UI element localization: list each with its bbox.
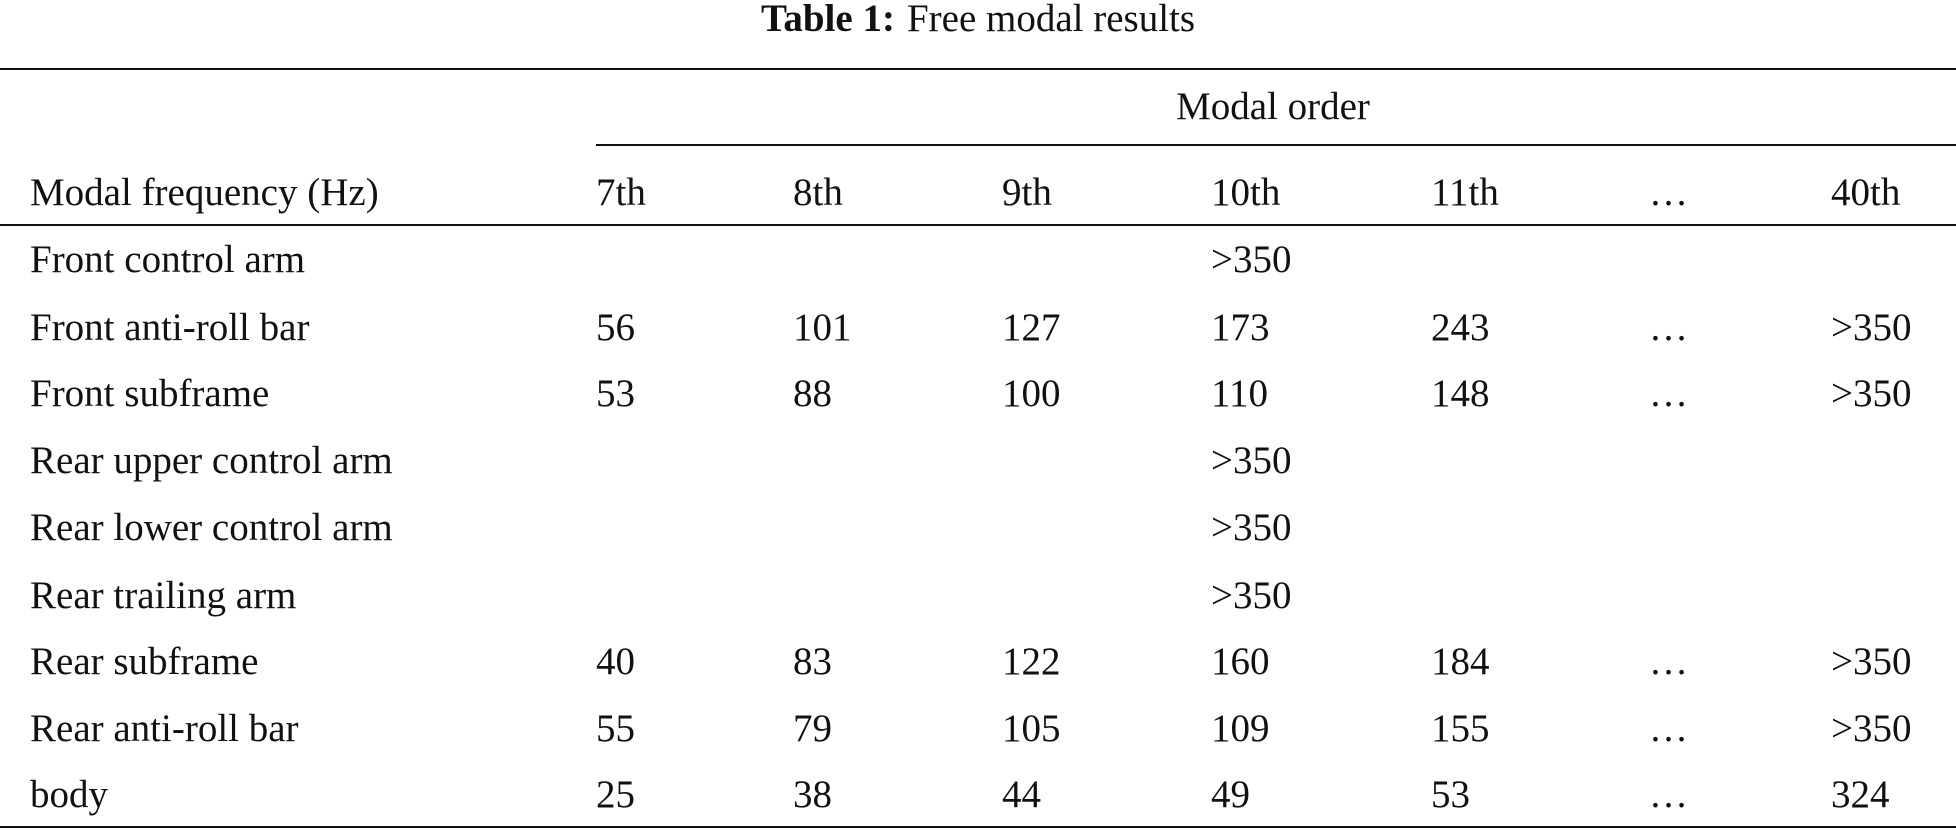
cell: >350 — [1831, 306, 1912, 349]
cell: 101 — [793, 306, 852, 349]
column-header: 7th — [596, 171, 646, 214]
cell: >350 — [1831, 707, 1912, 750]
row-label: Rear lower control arm — [30, 506, 393, 549]
cell: … — [1649, 773, 1688, 816]
row-label: Rear subframe — [30, 640, 258, 683]
merged-cell: >350 — [1211, 238, 1292, 281]
merged-cell: >350 — [1211, 574, 1292, 617]
row-label: Rear anti-roll bar — [30, 707, 299, 750]
column-header: 11th — [1431, 171, 1499, 214]
caption-text: Free modal results — [907, 0, 1195, 40]
cell: 38 — [793, 773, 832, 816]
cell: 88 — [793, 372, 832, 415]
cell: 44 — [1002, 773, 1041, 816]
cell: 56 — [596, 306, 635, 349]
cell: 160 — [1211, 640, 1270, 683]
row-label: Front anti-roll bar — [30, 306, 309, 349]
column-header: 10th — [1211, 171, 1280, 214]
column-header: 9th — [1002, 171, 1052, 214]
cell: 109 — [1211, 707, 1270, 750]
cell: … — [1649, 640, 1688, 683]
caption-label: Table 1: — [761, 0, 895, 40]
cell: … — [1649, 707, 1688, 750]
cell: 53 — [596, 372, 635, 415]
cell: 25 — [596, 773, 635, 816]
cell: >350 — [1831, 640, 1912, 683]
cell: 184 — [1431, 640, 1490, 683]
cell: 122 — [1002, 640, 1061, 683]
cell: 155 — [1431, 707, 1490, 750]
cell: 148 — [1431, 372, 1490, 415]
cell: 83 — [793, 640, 832, 683]
cell: 40 — [596, 640, 635, 683]
row-label: Rear trailing arm — [30, 574, 296, 617]
cell: 324 — [1831, 773, 1890, 816]
cell: 55 — [596, 707, 635, 750]
row-header: Modal frequency (Hz) — [30, 171, 379, 214]
cell: 173 — [1211, 306, 1270, 349]
column-header: … — [1649, 171, 1688, 214]
cell: 53 — [1431, 773, 1470, 816]
merged-cell: >350 — [1211, 439, 1292, 482]
merged-cell: >350 — [1211, 506, 1292, 549]
cell: 105 — [1002, 707, 1061, 750]
cell: 100 — [1002, 372, 1061, 415]
cell: … — [1649, 372, 1688, 415]
cell: >350 — [1831, 372, 1912, 415]
cell: 49 — [1211, 773, 1250, 816]
group-header: Modal order — [1176, 85, 1370, 128]
column-header: 40th — [1831, 171, 1900, 214]
row-label: Rear upper control arm — [30, 439, 393, 482]
cell: 110 — [1211, 372, 1268, 415]
column-header: 8th — [793, 171, 843, 214]
row-label: Front control arm — [30, 238, 305, 281]
row-label: Front subframe — [30, 372, 269, 415]
caption: Table 1: Free modal results — [761, 0, 1195, 40]
row-label: body — [30, 773, 109, 816]
cell: 127 — [1002, 306, 1061, 349]
cell: 79 — [793, 707, 832, 750]
cell: 243 — [1431, 306, 1490, 349]
cell: … — [1649, 306, 1688, 349]
